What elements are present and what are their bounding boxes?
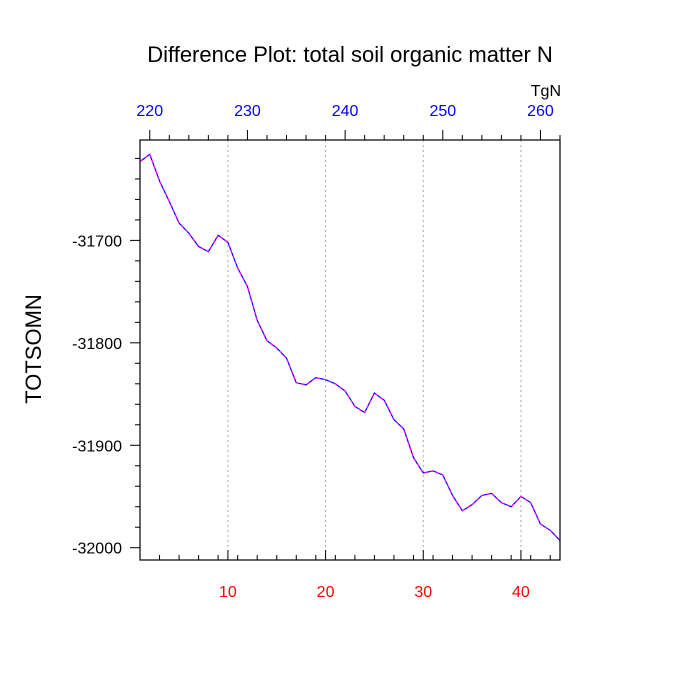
series-line-secondary [139,153,561,541]
x-tick-label-bottom: 40 [512,584,530,601]
data-series [139,153,561,541]
x-tick-label-bottom: 20 [317,584,335,601]
y-axis-label: TOTSOMN [21,294,46,404]
x-tick-label-top: 220 [136,103,163,120]
y-tick-label: -31900 [72,438,122,455]
y-tick-label: -31700 [72,233,122,250]
x-tick-label-top: 260 [527,103,554,120]
gridlines [227,140,522,560]
y-tick-label: -32000 [72,541,122,558]
x-tick-label-top: 240 [332,103,359,120]
axis-tick-labels: 10 20 30 40 220 230 240 250 260 -31700 -31800 -3190… [72,103,554,601]
axis-ticks [130,130,561,560]
y-tick-label: -31800 [72,336,122,353]
chart-title: Difference Plot: total soil organic matt… [147,42,553,67]
x-tick-label-top: 250 [429,103,456,120]
x-tick-label-bottom: 10 [219,584,237,601]
units-label: TgN [531,83,561,100]
x-tick-label-top: 230 [234,103,261,120]
series-line-primary [139,153,561,541]
x-tick-label-bottom: 30 [414,584,432,601]
plot-frame [139,139,561,561]
